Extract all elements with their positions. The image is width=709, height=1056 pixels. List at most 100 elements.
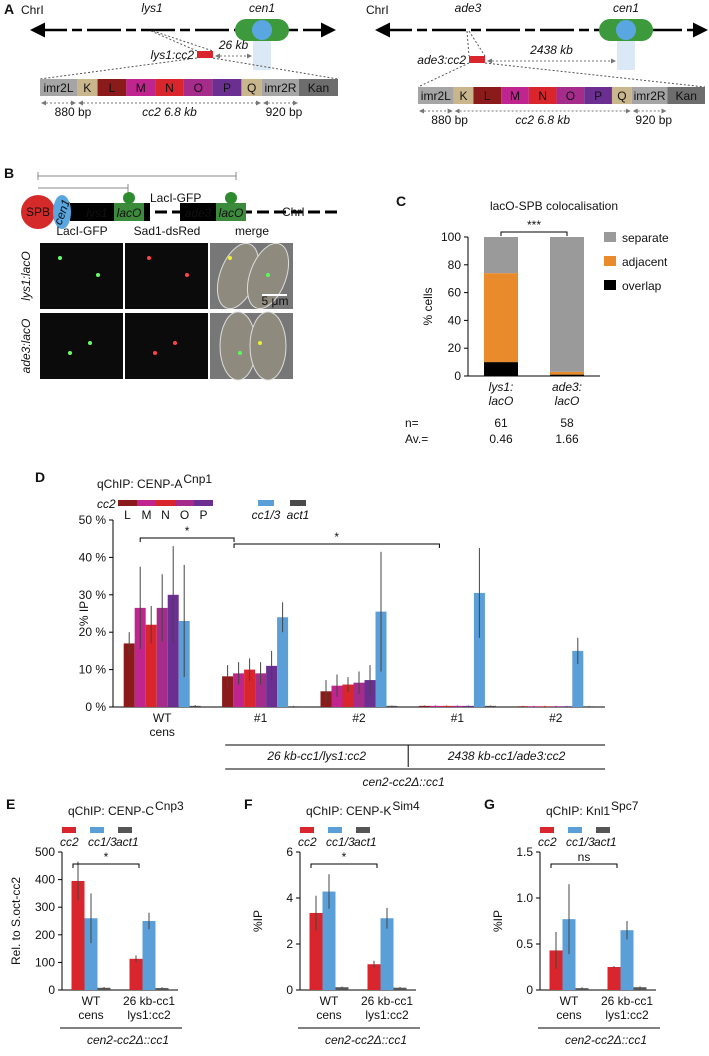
x-tick-label: WT cens: [556, 994, 581, 1022]
segment-label: imr2L: [43, 81, 73, 95]
bar: [440, 705, 452, 707]
legend-swatch: [90, 827, 104, 833]
sig-bracket: [550, 863, 618, 868]
segment-label: Q: [617, 89, 626, 103]
locus-label: lys1: [141, 1, 162, 15]
bar-segment: [550, 374, 584, 376]
bar-segment: [550, 237, 584, 372]
title-sup: Cnp1: [183, 472, 212, 486]
bar: [335, 987, 349, 990]
bar: [155, 988, 169, 990]
lacO-label: lacO: [117, 206, 142, 220]
bar: [222, 676, 234, 707]
segment: [556, 87, 585, 104]
legend-swatch: [356, 827, 370, 833]
legend-swatch: [62, 827, 76, 833]
legend-label: act1: [116, 835, 139, 849]
centromere-core: [616, 20, 636, 40]
legend-label: cc1/3: [566, 835, 595, 849]
stat-value: 61: [494, 416, 508, 430]
bar: [84, 918, 98, 990]
locus-label: ade3: [455, 1, 482, 15]
y-tick-label: 6: [286, 845, 293, 859]
chart-title: qChIP: CENP-K: [306, 804, 391, 818]
y-tick-label: 50 %: [79, 513, 107, 527]
segment-label: L: [484, 89, 491, 103]
y-tick-label: 0: [454, 369, 461, 383]
segment-label: L: [109, 81, 116, 95]
chart-title: qChIP: Knl1: [546, 804, 610, 818]
segment: [453, 87, 474, 104]
y-tick-label: 100: [35, 955, 55, 969]
legend-label: cc2: [60, 835, 79, 849]
chromosome-label: ChrI: [366, 3, 389, 17]
panel-label: G: [484, 796, 495, 812]
bar: [393, 987, 407, 990]
segment: [528, 87, 557, 104]
legend-label: adjacent: [622, 255, 668, 269]
bar: [244, 669, 256, 707]
bar-segment: [484, 237, 518, 274]
centromere-shadow: [617, 40, 635, 70]
spot: [58, 256, 62, 260]
micrograph: [40, 313, 123, 379]
y-tick-label: 10 %: [79, 663, 107, 677]
y-tick-label: 500: [35, 845, 55, 859]
legend-label: O: [180, 508, 189, 522]
segment: [97, 79, 127, 96]
segment: [76, 79, 98, 96]
footer: cen2-cc2Δ::cc1: [87, 1033, 169, 1047]
x-tick-label: 26 kb-cc1 lys1:cc2: [123, 994, 175, 1022]
bar: [484, 705, 496, 707]
y-axis-label: % IP: [77, 601, 91, 626]
bar: [549, 950, 563, 990]
segment: [418, 87, 454, 104]
legend-label: overlap: [622, 279, 662, 293]
scale-label: 5 μm: [262, 294, 289, 308]
x-tick-label: 26 kb-cc1 lys1:cc2: [601, 994, 653, 1022]
insert-label: lys1:cc2: [151, 48, 195, 62]
reporter-label: LacI-GFP: [150, 191, 201, 205]
strain-label: lys1:lacO: [19, 251, 33, 300]
bar: [462, 705, 474, 707]
x-tick-label: #1: [254, 711, 268, 725]
spot: [68, 351, 72, 355]
panel-label: B: [4, 165, 14, 181]
sig-bracket: [233, 543, 440, 548]
legend-swatch: [137, 500, 156, 506]
legend-label: cc2: [298, 835, 317, 849]
stat-value: 58: [560, 416, 574, 430]
bar: [71, 880, 85, 990]
chromosome-label: ChrI: [21, 3, 44, 17]
legend-swatch: [118, 500, 137, 506]
bar: [342, 684, 354, 707]
stat-label: Av.=: [405, 432, 428, 446]
insert: [469, 56, 485, 63]
y-tick-label: 20: [448, 341, 462, 355]
bar: [562, 919, 576, 990]
legend-swatch: [604, 256, 616, 266]
y-tick-label: 1.0: [516, 891, 533, 905]
legend-swatch: [290, 500, 306, 506]
segment-label: M: [136, 81, 146, 95]
segment: [473, 87, 502, 104]
bar: [129, 958, 143, 990]
flank-label: 880 bp: [55, 105, 92, 119]
sig-label: *: [185, 524, 190, 538]
segment-label: O: [566, 89, 575, 103]
cc2-label: cc2 6.8 kb: [515, 113, 570, 127]
panel-label: C: [396, 193, 406, 209]
bar-segment: [550, 371, 584, 375]
y-axis-label: % cells: [421, 287, 435, 325]
flank-label: 920 bp: [266, 105, 303, 119]
segment-label: P: [594, 89, 602, 103]
legend-label: act1: [354, 835, 377, 849]
sig-label: *: [334, 530, 339, 544]
legend-swatch: [596, 827, 610, 833]
segment: [241, 79, 262, 96]
spot: [258, 341, 262, 345]
chart-title: qChIP: CENP-A: [97, 477, 182, 491]
spot: [238, 351, 242, 355]
spot: [96, 273, 100, 277]
panel-label: D: [35, 469, 45, 485]
